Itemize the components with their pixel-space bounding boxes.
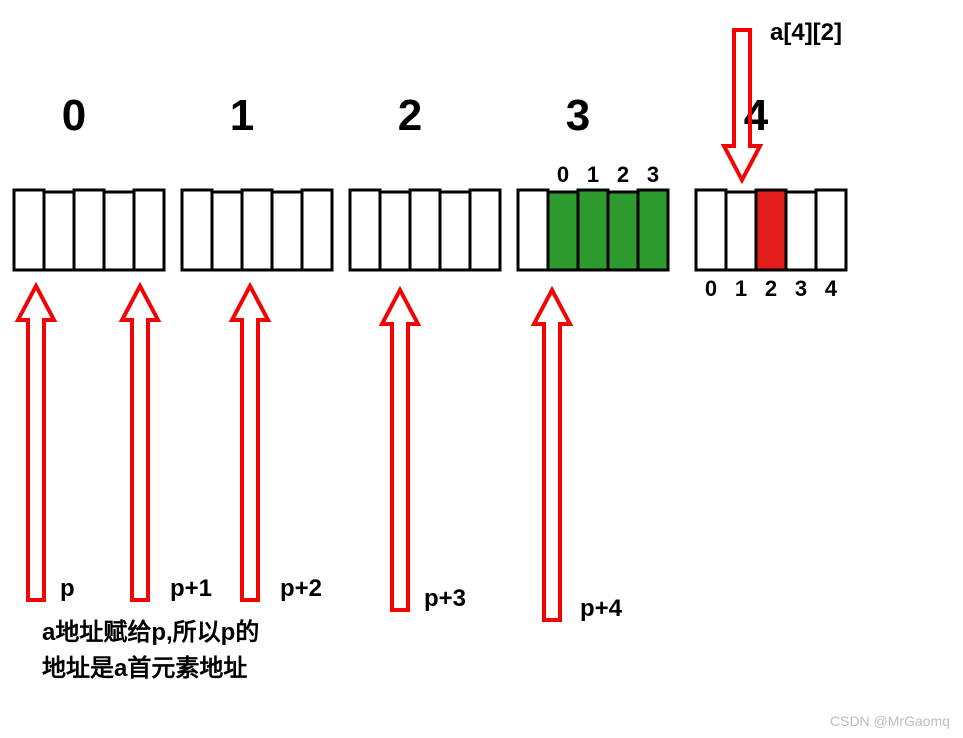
top-arrow-label: a[4][2] <box>770 19 842 46</box>
cell-0-3 <box>104 192 134 270</box>
cell-1-4 <box>302 190 332 270</box>
sub-bot-1: 1 <box>735 276 747 301</box>
cell-2-3 <box>440 192 470 270</box>
sub-bot-0: 0 <box>705 276 717 301</box>
cell-3-4 <box>638 190 668 270</box>
pointer-label-4: p+4 <box>580 595 623 622</box>
group-index-0: 0 <box>62 91 86 140</box>
cell-1-1 <box>212 192 242 270</box>
explain-line-2: 地址是a首元素地址 <box>42 654 247 682</box>
cell-4-1 <box>726 192 756 270</box>
group-index-1: 1 <box>230 91 254 140</box>
cell-3-3 <box>608 192 638 270</box>
cell-2-0 <box>350 190 380 270</box>
cell-2-4 <box>470 190 500 270</box>
cell-1-0 <box>182 190 212 270</box>
cell-0-2 <box>74 190 104 270</box>
cell-4-0 <box>696 190 726 270</box>
cell-1-3 <box>272 192 302 270</box>
cell-1-2 <box>242 190 272 270</box>
cell-3-1 <box>548 192 578 270</box>
sub-top-0: 0 <box>557 162 569 187</box>
array-pointer-diagram: 01230123401234a[4][2]pp+1p+2p+3p+4a地址赋给p… <box>0 0 963 738</box>
sub-bot-3: 3 <box>795 276 807 301</box>
cell-0-4 <box>134 190 164 270</box>
explain-line-1: a地址赋给p,所以p的 <box>42 618 259 646</box>
cell-2-2 <box>410 190 440 270</box>
sub-bot-2: 2 <box>765 276 777 301</box>
cell-4-4 <box>816 190 846 270</box>
cell-3-0 <box>518 190 548 270</box>
pointer-label-1: p+1 <box>170 575 212 602</box>
pointer-label-0: p <box>60 575 75 602</box>
cell-0-1 <box>44 192 74 270</box>
sub-bot-4: 4 <box>825 276 838 301</box>
sub-top-2: 2 <box>617 162 629 187</box>
group-index-2: 2 <box>398 91 422 140</box>
cell-2-1 <box>380 192 410 270</box>
group-index-4: 4 <box>744 91 769 140</box>
watermark: CSDN @MrGaomq <box>830 713 950 729</box>
group-index-3: 3 <box>566 91 590 140</box>
cell-3-2 <box>578 190 608 270</box>
sub-top-3: 3 <box>647 162 659 187</box>
cell-0-0 <box>14 190 44 270</box>
pointer-label-3: p+3 <box>424 585 466 612</box>
cell-4-3 <box>786 192 816 270</box>
sub-top-1: 1 <box>587 162 599 187</box>
pointer-label-2: p+2 <box>280 575 322 602</box>
cell-4-2 <box>756 190 786 270</box>
